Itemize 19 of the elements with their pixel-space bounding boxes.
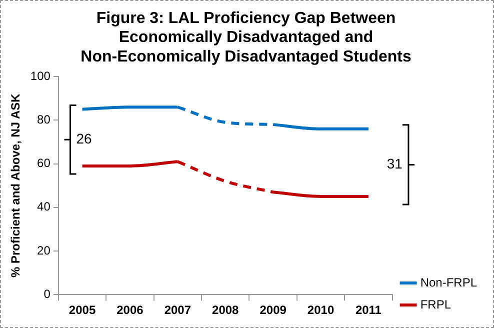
y-tick-label: 60 (37, 156, 51, 170)
y-tick-label: 100 (30, 68, 51, 83)
annotation: 31 (386, 156, 403, 172)
y-tick-label: 40 (37, 200, 51, 214)
y-tick-label: 0 (44, 286, 51, 301)
x-tick-label: 2007 (164, 303, 192, 318)
x-tick-label: 2005 (68, 303, 96, 318)
annotation: 26 (76, 130, 92, 146)
x-tick-label: 2009 (260, 303, 287, 318)
y-tick-label: 80 (37, 112, 51, 127)
y-tick-label: 20 (37, 243, 51, 258)
legend-label: Non-FRPL (420, 275, 478, 290)
chart-title: Figure 3: LAL Proficiency Gap Between Economically Disadvantaged and Non-Economically Disadvantaged Students (80, 10, 412, 66)
x-tick-label: 2011 (355, 303, 382, 318)
x-tick-label: 2006 (116, 303, 144, 318)
x-tick-label: 2008 (212, 303, 240, 318)
y-axis-title: % Proficient and Above, NJ ASK (8, 93, 23, 278)
legend-label: FRPL (420, 297, 452, 312)
x-tick-label: 2010 (307, 303, 334, 318)
